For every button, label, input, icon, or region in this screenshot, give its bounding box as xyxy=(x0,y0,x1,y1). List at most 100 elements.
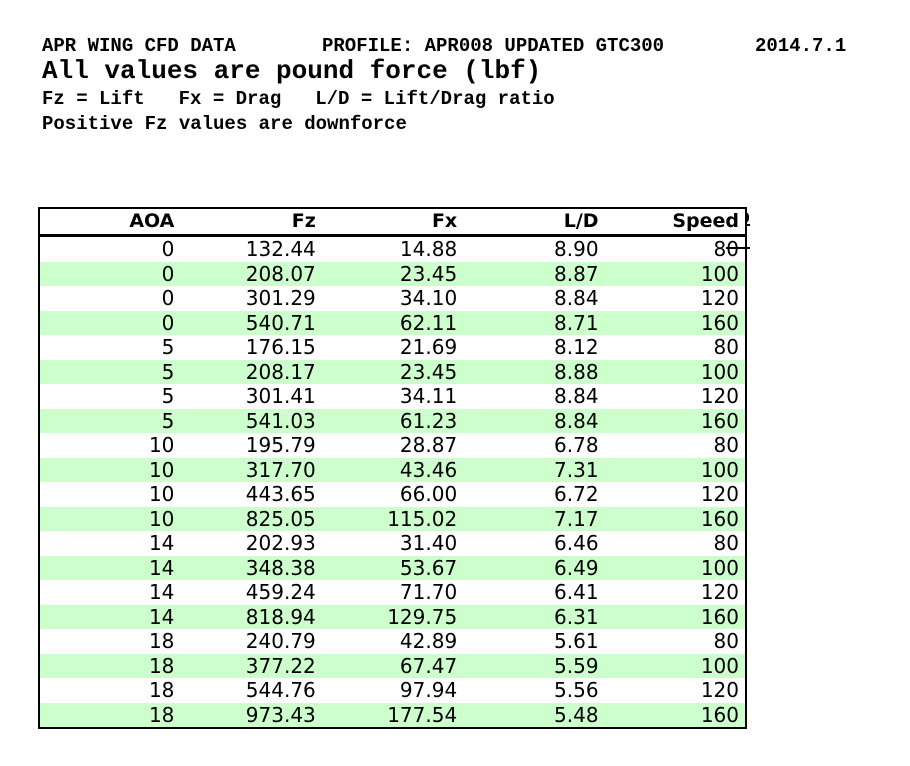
table-cell: 34.11 xyxy=(399,384,458,408)
column-header-aoa: AOA xyxy=(39,208,181,237)
table-cell: 120 xyxy=(700,384,739,408)
table-cell: 317.70 xyxy=(180,457,322,482)
doc-title: APR WING CFD DATA xyxy=(42,35,236,57)
table-cell: 0 xyxy=(39,261,181,286)
table-cell: 115.02 xyxy=(321,506,464,531)
table-cell: 5 xyxy=(161,384,175,408)
table-cell: 100 xyxy=(604,359,746,384)
table-cell: 541.03 xyxy=(180,408,322,433)
table-cell: 973.43 xyxy=(180,702,322,728)
table-cell: 8.12 xyxy=(554,335,599,359)
table-cell: 18 xyxy=(39,653,181,678)
table-cell: 10 xyxy=(148,482,175,506)
table-cell: 8.87 xyxy=(463,261,605,286)
table-row: 5 301.41 34.11 8.84 120 xyxy=(39,384,746,409)
table-cell: 34.10 xyxy=(399,286,458,310)
table-cell: 544.76 xyxy=(245,678,316,702)
legend-ld: L/D = Lift/Drag ratio xyxy=(315,88,555,110)
cfd-data-table: AOA Fz Fx L/D Speed 0 132.44 14.88 8.90 80 0 2… xyxy=(38,207,747,729)
table-cell: 5.48 xyxy=(463,702,605,728)
table-cell: 0 xyxy=(39,310,181,335)
table-cell: 8.84 xyxy=(554,384,599,408)
table-cell: 132.44 xyxy=(245,237,316,261)
table-cell: 7.17 xyxy=(463,506,605,531)
table-cell: 10 xyxy=(148,433,175,457)
table-cell: 66.00 xyxy=(399,482,458,506)
table-cell: 818.94 xyxy=(180,604,322,629)
table-cell: 23.45 xyxy=(321,359,464,384)
table-row: 10 195.79 28.87 6.78 80 xyxy=(39,433,746,458)
table-cell: 0 xyxy=(161,286,175,310)
table-cell: 7.31 xyxy=(463,457,605,482)
table-cell: 23.45 xyxy=(321,261,464,286)
table-row: 14 202.93 31.40 6.46 80 xyxy=(39,531,746,556)
table-cell: 18 xyxy=(148,678,175,702)
table-cell: 120 xyxy=(700,286,739,310)
table-cell: 100 xyxy=(604,261,746,286)
doc-subtitle: All values are pound force (lbf) xyxy=(42,56,542,86)
table-cell: 5 xyxy=(39,408,181,433)
column-header-speed: Speed xyxy=(604,208,746,237)
table-cell: 301.41 xyxy=(245,384,316,408)
table-cell: 5 xyxy=(39,359,181,384)
table-cell: 62.11 xyxy=(321,310,464,335)
table-row: 14 348.38 53.67 6.49 100 xyxy=(39,555,746,580)
table-cell: 8.71 xyxy=(463,310,605,335)
table-cell: 80 xyxy=(713,335,739,359)
table-cell: 160 xyxy=(604,604,746,629)
table-cell: 6.78 xyxy=(554,433,599,457)
table-cell: 348.38 xyxy=(180,555,322,580)
table-cell: 377.22 xyxy=(180,653,322,678)
table-cell: 540.71 xyxy=(180,310,322,335)
legend-fz: Fz = Lift xyxy=(42,88,145,110)
table-cell: 120 xyxy=(700,482,739,506)
table-cell: 160 xyxy=(604,702,746,728)
table-cell: 443.65 xyxy=(245,482,316,506)
table-cell: 5.56 xyxy=(554,678,599,702)
table-cell: 202.93 xyxy=(245,531,316,555)
table-cell: 5 xyxy=(161,335,175,359)
column-header-fx: Fx xyxy=(321,208,464,237)
document-header-line: APR WING CFD DATA PROFILE: APR008 UPDATE… xyxy=(0,35,910,57)
table-row: 0 208.07 23.45 8.87 100 xyxy=(39,261,746,286)
table-header-row: AOA Fz Fx L/D Speed xyxy=(39,208,746,237)
table-cell: 825.05 xyxy=(180,506,322,531)
table-cell: 5.61 xyxy=(554,629,599,653)
table-cell: 42.89 xyxy=(399,629,458,653)
table-cell: 14 xyxy=(148,580,175,604)
legend-fx: Fx = Drag xyxy=(178,88,282,110)
table-row: 0 540.71 62.11 8.71 160 xyxy=(39,310,746,335)
table-cell: 14.88 xyxy=(399,237,458,261)
doc-legend: Fz = Lift Fx = Drag L/D = Lift/Drag rati… xyxy=(42,88,555,110)
table-row: 18 973.43 177.54 5.48 160 xyxy=(39,702,746,728)
table-cell: 80 xyxy=(713,237,739,261)
table-row: 18 377.22 67.47 5.59 100 xyxy=(39,653,746,678)
table-cell: 71.70 xyxy=(399,580,458,604)
table-row: 18 240.79 42.89 5.61 80 xyxy=(39,629,746,654)
table-cell: 240.79 xyxy=(245,629,316,653)
table-cell: 6.72 xyxy=(554,482,599,506)
table-row: 0 301.29 34.10 8.84 120 xyxy=(39,286,746,311)
table-cell: 195.79 xyxy=(245,433,316,457)
table-cell: 8.88 xyxy=(463,359,605,384)
table-cell: 129.75 xyxy=(321,604,464,629)
table-cell: 208.07 xyxy=(180,261,322,286)
table-cell: 43.46 xyxy=(321,457,464,482)
table-cell: 10 xyxy=(39,457,181,482)
table-header: AOA Fz Fx L/D Speed xyxy=(39,208,746,237)
doc-note: Positive Fz values are downforce xyxy=(42,113,407,135)
table-cell: 80 xyxy=(713,531,739,555)
table-cell: 18 xyxy=(39,702,181,728)
column-header-fz: Fz xyxy=(180,208,322,237)
table-cell: 6.31 xyxy=(463,604,605,629)
table-cell: 61.23 xyxy=(321,408,464,433)
table-cell: 18 xyxy=(148,629,175,653)
table-cell: 100 xyxy=(604,653,746,678)
table-row: 5 208.17 23.45 8.88 100 xyxy=(39,359,746,384)
table-row: 18 544.76 97.94 5.56 120 xyxy=(39,678,746,703)
table-row: 10 443.65 66.00 6.72 120 xyxy=(39,482,746,507)
table-cell: 5.59 xyxy=(463,653,605,678)
table-cell: 160 xyxy=(604,408,746,433)
table-cell: 8.84 xyxy=(554,286,599,310)
table-cell: 100 xyxy=(604,555,746,580)
